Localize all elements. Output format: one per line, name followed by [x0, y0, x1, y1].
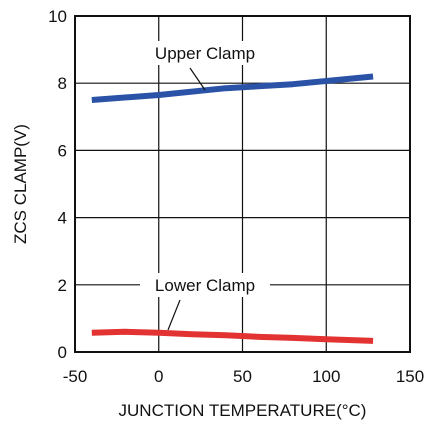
grid	[75, 16, 410, 352]
y-tick-label: 0	[58, 343, 67, 362]
plot-frame	[74, 15, 411, 353]
y-tick-label: 2	[58, 276, 67, 295]
y-axis-title: ZCS CLAMP(V)	[11, 124, 30, 244]
series-label-leader	[189, 67, 206, 91]
series-label-0: Upper Clamp	[155, 44, 255, 63]
tick-labels: -50 0 50 100 150 0 2 4 6 8 10	[48, 7, 424, 386]
y-tick-label: 8	[58, 74, 67, 93]
series-label-background	[140, 41, 270, 65]
x-tick-label: -50	[63, 367, 88, 386]
x-tick-label: 0	[154, 367, 163, 386]
y-tick-label: 10	[48, 7, 67, 26]
series-label-leader	[167, 299, 181, 331]
y-tick-label: 6	[58, 141, 67, 160]
x-tick-label: 50	[233, 367, 252, 386]
series-label-1: Lower Clamp	[155, 276, 255, 295]
series-line-1	[91, 328, 374, 344]
y-tick-label: 4	[58, 209, 67, 228]
x-tick-label: 100	[312, 367, 340, 386]
series-line-0	[91, 73, 374, 103]
x-axis-title: JUNCTION TEMPERATURE(°C)	[119, 401, 367, 420]
series-label-background	[140, 273, 270, 297]
x-tick-label: 150	[396, 367, 424, 386]
series-callouts: Upper Clamp Lower Clamp	[140, 41, 270, 331]
series-layer	[91, 73, 374, 344]
